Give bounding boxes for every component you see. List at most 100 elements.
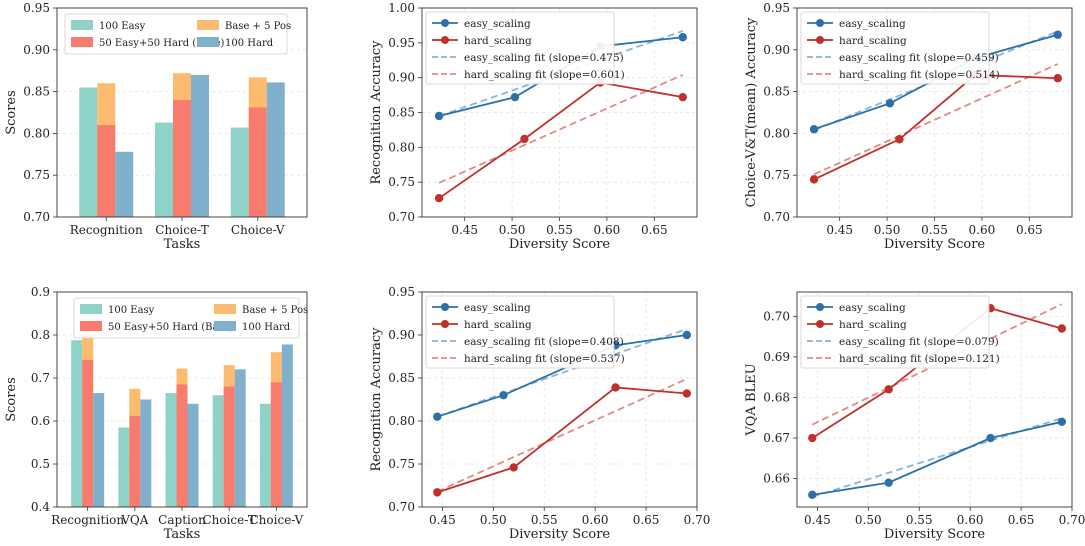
x-tick-label: Choice-V <box>250 513 304 527</box>
y-tick-label: 0.70 <box>388 500 415 514</box>
bar-100-easy <box>165 393 177 507</box>
series-line <box>436 334 687 418</box>
series-line <box>436 386 687 494</box>
x-axis-label: Tasks <box>164 237 201 252</box>
x-tick-label: 0.60 <box>594 223 621 237</box>
legend-box <box>64 13 288 55</box>
x-tick-label: 0.65 <box>633 513 660 527</box>
legend-swatch <box>214 321 236 331</box>
y-tick-label: 0.6 <box>31 414 50 428</box>
data-point <box>1057 324 1067 333</box>
y-tick-label: 0.90 <box>388 328 415 342</box>
y-tick-label: 0.95 <box>388 36 415 50</box>
y-tick-label: 0.80 <box>23 126 50 140</box>
data-point <box>434 193 444 203</box>
bar-50-easy-50-hard <box>176 384 188 507</box>
legend-label: easy_scaling <box>464 302 531 314</box>
legend-box <box>425 295 615 369</box>
data-point <box>884 478 893 487</box>
bar-50-easy-50-hard <box>223 386 235 507</box>
y-tick-label: 0.75 <box>388 457 415 471</box>
y-tick-label: 0.85 <box>763 85 790 99</box>
legend-label: hard_scaling <box>839 35 907 47</box>
bar-100-easy <box>71 340 83 507</box>
x-axis-label: Diversity Score <box>884 237 986 252</box>
y-axis-label: Scores <box>4 377 19 422</box>
legend-swatch <box>197 20 219 30</box>
x-axis-label: Diversity Score <box>509 237 611 252</box>
legend: easy_scaling hard_scaling easy_scaling fit… <box>800 295 1000 369</box>
plot-frame <box>421 291 698 508</box>
x-tick-label: Recognition <box>51 513 124 527</box>
bar-100-easy <box>79 87 98 217</box>
y-tick-label: 0.66 <box>763 472 790 486</box>
y-tick-label: 0.80 <box>388 140 415 154</box>
x-tick-label: 0.70 <box>684 513 711 527</box>
y-tick-label: 0.95 <box>388 285 415 299</box>
legend-label: Base + 5 Pos <box>242 305 308 316</box>
legend-label: 50 Easy+50 Hard (Base) <box>108 322 234 333</box>
legend-label: hard_scaling <box>464 35 532 47</box>
legend-marker <box>816 303 824 311</box>
legend: easy_scaling hard_scaling easy_scaling fit… <box>425 295 625 369</box>
legend-label: hard_scaling <box>464 319 532 331</box>
data-point <box>433 488 442 497</box>
x-tick-label: Choice-T <box>155 223 208 237</box>
line-chart-6: 0.66 0.67 0.68 0.69 0.70 0.45 0.50 0.55 0.60 0.65… <box>744 291 1085 542</box>
data-point <box>885 99 895 108</box>
fit-line <box>813 63 1059 176</box>
plot-frame <box>421 7 698 218</box>
x-tick-label: 0.70 <box>1059 513 1085 527</box>
x-axis-label: Diversity Score <box>509 527 611 542</box>
x-tick-label: Choice-V <box>231 223 285 237</box>
legend-label: easy_scaling fit (slope=0.408) <box>464 336 624 348</box>
bar-50-easy-50-hard <box>270 382 282 507</box>
legend-marker <box>441 320 449 328</box>
x-tick-label: 0.45 <box>451 223 478 237</box>
y-axis-label: Choice-V&T(mean) Accuracy <box>744 17 759 207</box>
legend-label: hard_scaling fit (slope=0.121) <box>839 353 1000 365</box>
legend-marker <box>816 36 824 44</box>
bar-100-easy <box>230 127 249 217</box>
bar-50-easy-50-hard <box>82 359 94 507</box>
x-tick-label: 0.50 <box>499 223 526 237</box>
legend-label: easy_scaling fit (slope=0.079) <box>839 336 999 348</box>
legend-label: hard_scaling fit (slope=0.601) <box>464 69 625 81</box>
data-point <box>682 389 692 398</box>
bar-50-easy-50-hard <box>173 99 191 217</box>
x-tick-label: VQA <box>120 513 149 527</box>
bar-100-hard <box>140 399 152 507</box>
y-tick-label: 0.75 <box>23 168 50 182</box>
legend-label: 100 Hard <box>242 322 291 333</box>
data-point <box>1053 30 1062 39</box>
legend-label: 100 Easy <box>99 21 146 32</box>
bar-100-hard <box>234 369 246 507</box>
y-axis-label: VQA BLEU <box>744 363 759 436</box>
x-tick-label: 0.50 <box>855 513 882 527</box>
y-tick-label: 0.90 <box>763 43 790 57</box>
x-tick-label: 0.55 <box>531 513 558 527</box>
y-tick-label: 0.67 <box>763 431 790 445</box>
data-point <box>433 412 442 421</box>
x-tick-label: 0.55 <box>921 223 948 237</box>
legend-box <box>425 11 615 85</box>
y-axis-label: Recognition Accuracy <box>369 327 384 472</box>
y-axis-label: Scores <box>4 90 19 135</box>
x-tick-label: 0.55 <box>546 223 573 237</box>
x-tick-label: 0.60 <box>957 513 984 527</box>
data-point <box>809 175 819 184</box>
y-tick-label: 0.69 <box>763 350 790 364</box>
y-tick-label: 0.7 <box>31 371 50 385</box>
plot-frame <box>56 291 308 508</box>
x-tick-label: Caption <box>158 513 206 527</box>
y-tick-label: 0.9 <box>31 285 50 299</box>
y-tick-label: 1.00 <box>388 1 415 15</box>
series-line <box>438 81 683 199</box>
y-tick-label: 0.70 <box>763 309 790 323</box>
data-point <box>1053 74 1062 83</box>
y-tick-label: 0.75 <box>763 168 790 182</box>
